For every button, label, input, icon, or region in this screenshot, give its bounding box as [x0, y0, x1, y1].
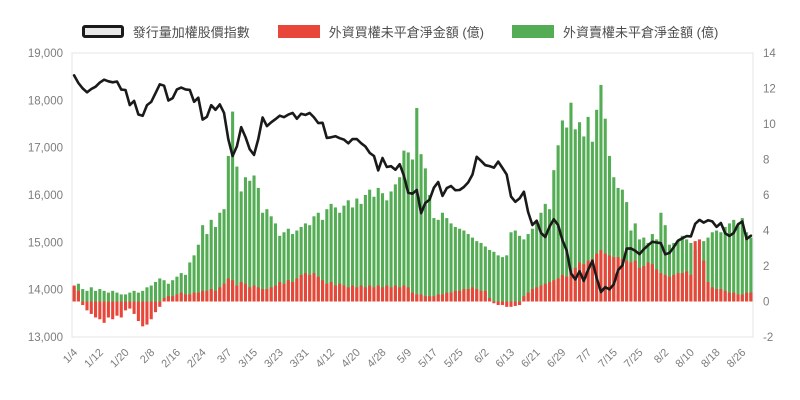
- svg-text:10: 10: [763, 119, 776, 131]
- legend-item-put-oi[interactable]: 外資賣權未平倉淨金額 (億): [512, 22, 718, 41]
- svg-text:6: 6: [763, 190, 769, 202]
- svg-text:8/2: 8/2: [652, 347, 671, 366]
- red-bar-swatch-icon: [277, 25, 320, 38]
- svg-text:16,000: 16,000: [28, 190, 63, 202]
- svg-text:8/18: 8/18: [699, 347, 723, 371]
- svg-text:5/17: 5/17: [416, 347, 440, 371]
- plot-border: [71, 52, 754, 338]
- svg-text:1/4: 1/4: [61, 347, 80, 366]
- svg-text:8/26: 8/26: [725, 347, 749, 371]
- green-bar-swatch-icon: [512, 25, 554, 38]
- svg-text:1/12: 1/12: [82, 347, 106, 371]
- svg-text:3/23: 3/23: [262, 347, 286, 371]
- svg-text:0: 0: [763, 297, 769, 309]
- legend-label-put-oi: 外資賣權未平倉淨金額 (億): [563, 25, 719, 40]
- line-swatch-icon: [81, 25, 124, 38]
- svg-text:4/20: 4/20: [339, 347, 363, 371]
- svg-text:7/7: 7/7: [575, 347, 594, 366]
- svg-text:2/8: 2/8: [138, 347, 157, 366]
- y-axis-right: -2 0 2 4 6 8 10 12 14: [763, 48, 776, 344]
- legend-item-call-oi[interactable]: 外資買權未平倉淨金額 (億): [277, 22, 484, 41]
- svg-text:1/20: 1/20: [108, 347, 132, 371]
- svg-text:2/16: 2/16: [159, 347, 183, 371]
- svg-text:7/25: 7/25: [622, 347, 646, 371]
- put-net-bars: [72, 84, 753, 302]
- svg-text:2: 2: [763, 261, 769, 273]
- svg-text:17,000: 17,000: [28, 143, 63, 155]
- svg-text:4/12: 4/12: [314, 347, 338, 371]
- svg-text:6/13: 6/13: [493, 347, 517, 371]
- svg-text:5/25: 5/25: [442, 347, 466, 371]
- svg-text:7/15: 7/15: [596, 347, 620, 371]
- x-axis: 1/4 1/12 1/20 2/8 2/16 2/24 3/7 3/15 3/23 3/31 4/1…: [61, 347, 748, 371]
- svg-text:13,000: 13,000: [28, 332, 63, 344]
- svg-text:18,000: 18,000: [28, 95, 63, 107]
- call-net-bars: [72, 239, 753, 327]
- y-axis-left: 13,000 14,000 15,000 16,000 17,000 18,000 19,0…: [28, 48, 63, 344]
- svg-text:4: 4: [763, 226, 770, 238]
- svg-text:3/31: 3/31: [288, 347, 312, 371]
- legend-label-call-oi: 外資買權未平倉淨金額 (億): [328, 25, 484, 40]
- svg-text:6/2: 6/2: [472, 347, 491, 366]
- svg-text:8/10: 8/10: [673, 347, 697, 371]
- svg-text:3/7: 3/7: [215, 347, 234, 366]
- svg-text:12: 12: [763, 84, 776, 96]
- svg-text:5/9: 5/9: [395, 347, 414, 366]
- legend-item-index[interactable]: 發行量加權股價指數: [81, 22, 250, 41]
- legend-label-index: 發行量加權股價指數: [132, 25, 250, 40]
- svg-text:4/28: 4/28: [365, 347, 389, 371]
- svg-text:2/24: 2/24: [185, 347, 209, 371]
- svg-text:8: 8: [763, 155, 769, 167]
- svg-text:3/15: 3/15: [237, 347, 261, 371]
- chart-legend: 發行量加權股價指數 外資買權未平倉淨金額 (億) 外資賣權未平倉淨金額 (億): [0, 22, 800, 41]
- svg-text:-2: -2: [763, 332, 773, 344]
- svg-text:19,000: 19,000: [28, 48, 63, 60]
- svg-text:14: 14: [763, 48, 776, 60]
- svg-text:6/21: 6/21: [519, 347, 543, 371]
- svg-text:15,000: 15,000: [28, 237, 63, 249]
- index-line: [72, 74, 753, 294]
- svg-text:6/29: 6/29: [545, 347, 569, 371]
- svg-text:14,000: 14,000: [28, 285, 63, 297]
